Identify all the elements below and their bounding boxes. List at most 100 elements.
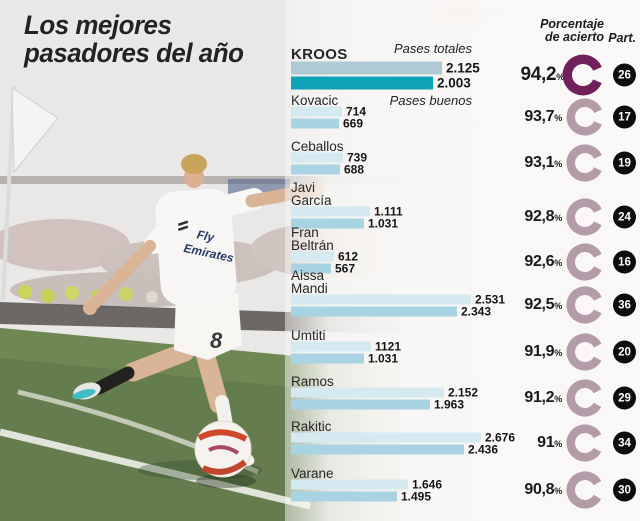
player-bars: 1.646 1.495: [291, 477, 533, 503]
total-passes-value: 2.125: [446, 60, 480, 75]
good-passes-bar: [291, 399, 430, 409]
player-bars: 612 567: [291, 249, 533, 275]
total-passes-bar: [291, 432, 481, 442]
shorts-number: 8: [210, 328, 223, 353]
matches-badge: 34: [613, 431, 636, 455]
accuracy-ring: [566, 424, 604, 462]
total-passes-value: 1.646: [412, 477, 443, 491]
accuracy-ring: [566, 286, 604, 324]
accuracy-percentage: 93,7%: [524, 108, 562, 125]
matches-badge: 16: [613, 250, 636, 274]
good-passes-barline: 669: [291, 116, 533, 130]
player-bars: 2.676 2.436: [291, 430, 533, 456]
total-passes-barline: 2.152: [291, 385, 533, 399]
player-hair: [181, 154, 207, 174]
player-bars: 2.152 1.963: [291, 385, 533, 411]
matches-badge: 20: [613, 340, 636, 364]
good-passes-barline: 2.003: [291, 75, 533, 90]
total-passes-bar: [291, 251, 334, 261]
title-line-1: Los mejores: [24, 10, 172, 40]
ball-swirl-top: [197, 429, 248, 442]
ball-swirl-mid: [208, 445, 240, 455]
ball-shadow: [196, 474, 256, 488]
flag-pole: [1, 85, 16, 301]
player-shorts: [174, 293, 242, 360]
accuracy-percentage: 91,2%: [524, 389, 562, 406]
total-passes-value: 1.111: [374, 204, 403, 218]
matches-badge: 19: [613, 151, 636, 175]
good-passes-value: 1.495: [401, 489, 432, 503]
accuracy-percentage: 90,8%: [524, 481, 562, 498]
accuracy-percentage: 92,8%: [524, 208, 562, 225]
good-passes-bar: [291, 218, 364, 228]
player-arm-left: [88, 240, 156, 310]
good-passes-value: 1.963: [434, 397, 465, 411]
accuracy-ring: [566, 333, 604, 371]
page-title: Los mejores pasadores del año: [24, 10, 244, 68]
player-name: Kovacic: [291, 92, 339, 108]
good-passes-barline: 567: [291, 261, 533, 275]
total-passes-value: 612: [338, 249, 359, 263]
accuracy-ring: [566, 198, 604, 236]
player-name: Ceballos: [291, 138, 344, 154]
good-passes-bar: [291, 164, 340, 174]
matches-badge: 36: [613, 293, 636, 317]
accuracy-ring: [566, 144, 604, 182]
player-name: Rakitic: [291, 418, 332, 434]
total-passes-barline: 1.646: [291, 477, 533, 491]
total-passes-value: 2.152: [448, 385, 479, 399]
player-name: Varane: [291, 465, 334, 481]
accuracy-percentage: 91,9%: [524, 343, 562, 360]
player-bars: 2.125 2.003: [291, 60, 533, 91]
player-bars: 1.111 1.031: [291, 204, 533, 230]
good-passes-value: 2.343: [461, 304, 492, 318]
total-passes-bar: [291, 106, 342, 116]
good-passes-barline: 688: [291, 162, 533, 176]
player-bars: 714 669: [291, 104, 533, 130]
player-bars: 739 688: [291, 150, 533, 176]
stats-panel: Porcentaje de acierto Part. Pases totale…: [285, 0, 640, 521]
accuracy-percentage: 91%: [537, 434, 562, 451]
total-passes-barline: 1.111: [291, 204, 533, 218]
good-passes-bar: [291, 118, 339, 128]
player-name: Umtiti: [291, 327, 326, 343]
total-passes-barline: 2.531: [291, 292, 533, 306]
good-passes-value: 1.031: [368, 216, 399, 230]
player-name: Fran Beltrán: [291, 225, 334, 253]
good-passes-barline: 1.963: [291, 397, 533, 411]
total-passes-bar: [291, 61, 442, 74]
total-passes-barline: 612: [291, 249, 533, 263]
title-line-2: pasadores del año: [24, 38, 244, 68]
good-passes-barline: 2.343: [291, 304, 533, 318]
matches-badge: 26: [613, 63, 636, 87]
good-passes-bar: [291, 306, 457, 316]
player-jersey: [155, 188, 237, 306]
good-passes-bar: [291, 491, 397, 501]
matches-badge: 30: [613, 478, 636, 502]
player-sleeve-left: [144, 218, 178, 254]
total-passes-barline: 2.676: [291, 430, 533, 444]
good-passes-barline: 1.031: [291, 216, 533, 230]
matches-badge: 17: [613, 105, 636, 129]
total-passes-value: 739: [347, 150, 368, 164]
good-passes-barline: 1.495: [291, 489, 533, 503]
total-passes-value: 2.676: [485, 430, 516, 444]
player-hand: [83, 301, 97, 315]
player-bars: 1121 1.031: [291, 339, 533, 365]
accuracy-percentage: 92,6%: [524, 253, 562, 270]
total-passes-bar: [291, 206, 370, 216]
accuracy-ring: [566, 471, 604, 509]
good-passes-bar: [291, 444, 464, 454]
touchline: [0, 428, 311, 510]
total-passes-barline: 2.125: [291, 60, 533, 75]
player-name: Javi García: [291, 180, 332, 208]
accuracy-percentage: 92,5%: [524, 296, 562, 313]
good-passes-bar: [291, 263, 331, 273]
accuracy-percentage: 94,2%: [520, 64, 565, 85]
good-passes-barline: 2.436: [291, 442, 533, 456]
player-name: Aissa Mandi: [291, 268, 328, 296]
ball: [194, 420, 256, 488]
player-black-sock: [92, 366, 135, 395]
good-passes-barline: 1.031: [291, 351, 533, 365]
